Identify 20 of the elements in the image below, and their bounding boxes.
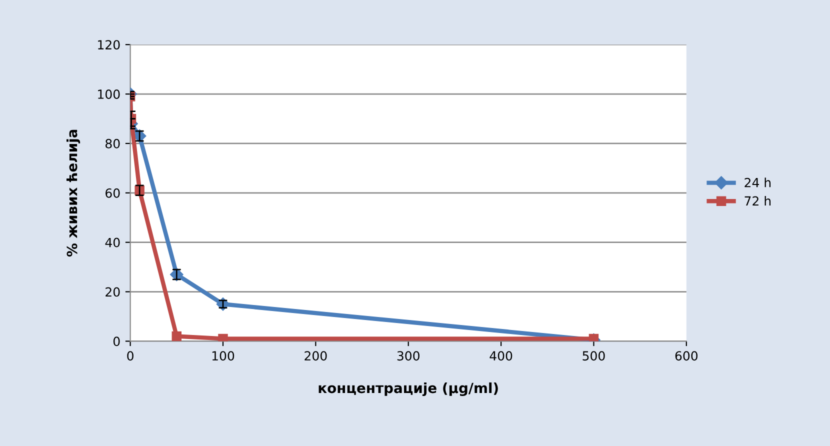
y-tick-label: 20 <box>106 287 120 297</box>
x-tick-label: 500 <box>582 351 605 361</box>
x-tick-label: 300 <box>397 351 420 361</box>
legend-label: 72 h <box>744 196 771 206</box>
x-tick-label: 0 <box>127 351 134 361</box>
y-axis-title: % живих ћелија <box>66 130 80 257</box>
x-tick-label: 100 <box>212 351 234 361</box>
point <box>218 334 228 342</box>
y-tick-label: 100 <box>98 90 120 99</box>
x-tick-label: 200 <box>304 351 327 361</box>
y-tick-label: 40 <box>105 238 120 248</box>
legend-label: 24 h <box>744 178 771 188</box>
x-tick-label: 600 <box>675 351 698 361</box>
y-tick-label: 120 <box>98 40 120 50</box>
x-tick-label: 400 <box>490 351 512 361</box>
x-axis-title: концентрације (μg/ml) <box>318 382 498 396</box>
y-tick-label: 60 <box>106 188 120 198</box>
y-tick-label: 0 <box>113 336 120 346</box>
point <box>172 331 182 342</box>
y-tick-label: 80 <box>106 138 120 148</box>
